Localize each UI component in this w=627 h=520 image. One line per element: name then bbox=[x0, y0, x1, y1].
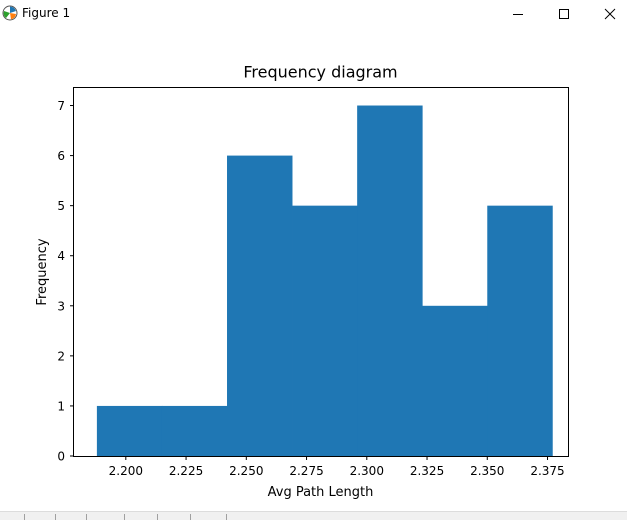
plot-area-frame bbox=[73, 87, 569, 457]
y-tick-label: 0 bbox=[57, 450, 65, 464]
x-tick-label: 2.325 bbox=[410, 464, 444, 478]
close-button[interactable] bbox=[587, 0, 627, 28]
toolbar-separator bbox=[226, 514, 227, 520]
histogram-bar-5 bbox=[422, 305, 488, 456]
window-titlebar: Figure 1 bbox=[0, 0, 627, 28]
x-tick-label: 2.225 bbox=[169, 464, 203, 478]
y-tick-label: 2 bbox=[57, 349, 65, 363]
y-axis-ticks: 0 1 2 3 4 5 6 7 bbox=[57, 99, 74, 464]
y-tick-label: 6 bbox=[57, 149, 65, 163]
matplotlib-logo-icon bbox=[2, 5, 18, 21]
x-tick-label: 2.350 bbox=[470, 464, 504, 478]
chart-title: Frequency diagram bbox=[243, 63, 397, 82]
histogram-bar-4 bbox=[357, 105, 423, 457]
x-tick-label: 2.275 bbox=[289, 464, 323, 478]
toolbar-separator bbox=[86, 514, 87, 520]
x-tick-label: 2.300 bbox=[350, 464, 384, 478]
figure-canvas[interactable]: Frequency diagram 2.200 2.225 2.250 2.275 2.… bbox=[0, 28, 627, 511]
x-tick-label: 2.250 bbox=[229, 464, 263, 478]
toolbar-separator bbox=[157, 514, 158, 520]
histogram-bar-2 bbox=[227, 155, 293, 456]
toolbar-separator bbox=[124, 514, 125, 520]
y-tick-label: 3 bbox=[57, 299, 65, 313]
toolbar-separator bbox=[190, 514, 191, 520]
y-tick-label: 4 bbox=[57, 249, 65, 263]
y-tick-label: 5 bbox=[57, 199, 65, 213]
x-axis-ticks: 2.200 2.225 2.250 2.275 2.300 2.325 2.350 2.375 bbox=[109, 456, 565, 478]
y-tick-label: 7 bbox=[57, 99, 65, 113]
x-tick-label: 2.200 bbox=[109, 464, 143, 478]
toolbar-separator bbox=[24, 514, 25, 520]
toolbar-separator bbox=[55, 514, 56, 520]
y-axis-label: Frequency bbox=[35, 238, 50, 305]
histogram-bar-3 bbox=[292, 205, 358, 456]
close-icon bbox=[604, 8, 616, 20]
histogram-bar-0 bbox=[96, 405, 163, 456]
histogram-bar-1 bbox=[161, 405, 228, 456]
x-axis-label: Avg Path Length bbox=[268, 485, 374, 500]
histogram-bar-6 bbox=[487, 205, 553, 456]
window-title: Figure 1 bbox=[22, 6, 71, 20]
maximize-icon bbox=[559, 9, 569, 19]
figure-toolbar bbox=[0, 511, 627, 520]
histogram-bars bbox=[96, 105, 553, 457]
x-tick-label: 2.375 bbox=[530, 464, 564, 478]
minimize-button[interactable] bbox=[495, 0, 541, 28]
y-tick-label: 1 bbox=[57, 399, 65, 413]
maximize-button[interactable] bbox=[541, 0, 587, 28]
minimize-icon bbox=[513, 14, 523, 15]
